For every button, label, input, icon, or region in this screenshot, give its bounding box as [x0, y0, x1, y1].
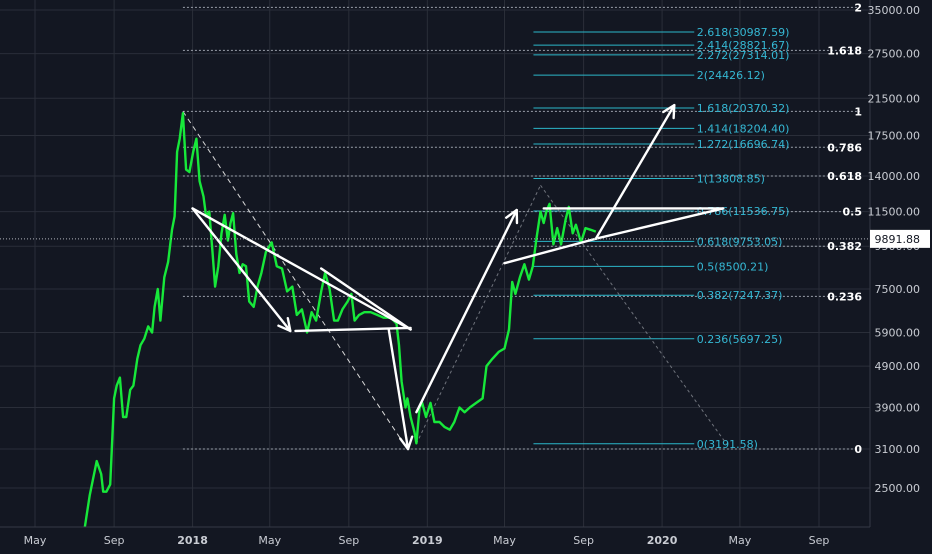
time-tick-label: Sep	[338, 534, 359, 547]
fib-extension-label: 1.272(16696.74)	[697, 138, 790, 151]
annotation-drawings	[191, 103, 725, 451]
price-series	[82, 111, 597, 538]
fib-extension-label: 0(3191.58)	[697, 438, 758, 451]
annotation-line	[503, 237, 598, 265]
fib-extension-label: 1.618(20370.32)	[697, 102, 790, 115]
fib-retracement-label: 0.382	[827, 240, 862, 253]
time-axis[interactable]: May Sep 2018 May Sep 2019 May Sep 2020 May Sep	[0, 526, 932, 550]
price-tick-label: 27500.00	[868, 48, 921, 61]
time-tick-label: May	[24, 534, 47, 547]
annotation-arrow-head	[662, 103, 676, 120]
fib-extension-label: 0.5(8500.21)	[697, 260, 769, 273]
time-tick-label: May	[493, 534, 516, 547]
time-tick-label: May	[258, 534, 281, 547]
annotation-arrow-head	[277, 316, 292, 333]
annotation-arrow-head	[399, 435, 414, 451]
fib-retracement-label: 0.5	[843, 206, 863, 219]
time-axis-background	[0, 527, 932, 550]
annotation-arrow-shaft	[594, 103, 676, 240]
price-line	[82, 111, 597, 538]
price-tick-label: 7500.00	[875, 283, 921, 296]
price-tick-label: 17500.00	[868, 130, 921, 143]
grid-layer	[0, 0, 870, 527]
price-tick-label: 3100.00	[875, 443, 921, 456]
current-price-label: 9891.88	[875, 233, 921, 246]
dashed-trendline	[540, 184, 727, 445]
price-tick-label: 11500.00	[868, 206, 921, 219]
annotation-line	[294, 326, 412, 333]
fib-extension-layer: 0(3191.58) 0.236(5697.25) 0.382(7247.37) 0.…	[533, 26, 789, 451]
fib-retracement-label: 2	[854, 1, 862, 14]
annotation-arrow-shaft	[415, 208, 518, 414]
fib-retracement-label: 0	[854, 443, 862, 456]
fib-retracement-label: 0.618	[827, 170, 862, 183]
fib-extension-label: 0.236(5697.25)	[697, 333, 783, 346]
fib-extension-label: 2(24426.12)	[697, 69, 765, 82]
annotation-line	[594, 207, 725, 240]
fib-extension-label: 2.414(28821.67)	[697, 39, 790, 52]
annotation-arrow-head	[505, 208, 519, 225]
dashed-trendline	[182, 111, 408, 450]
annotation-line	[320, 267, 412, 331]
fib-extension-label: 0.382(7247.37)	[697, 289, 783, 302]
fib-extension-label: 0.618(9753.05)	[697, 235, 783, 248]
fib-extension-label: 1(13808.85)	[697, 172, 765, 185]
fib-extension-label: 2.272(27314.01)	[697, 49, 790, 62]
time-tick-label: Sep	[573, 534, 594, 547]
price-tick-label: 21500.00	[868, 92, 921, 105]
price-tick-label: 5900.00	[875, 326, 921, 339]
price-axis-background	[870, 0, 932, 550]
price-tick-label: 35000.00	[868, 4, 921, 17]
annotation-line	[191, 207, 412, 331]
fib-retracement-label: 1.618	[827, 44, 862, 57]
fib-retracement-label: 1	[854, 105, 862, 118]
price-tick-label: 4900.00	[875, 360, 921, 373]
time-tick-label: Sep	[809, 534, 830, 547]
fib-retracement-layer: 0 0.236 0.382 0.5 0.618 0.786 1 1.618 2	[182, 1, 863, 456]
annotation-arrow-shaft	[387, 328, 410, 451]
time-tick-label: Sep	[104, 534, 125, 547]
fib-extension-label: 1.414(18204.40)	[697, 122, 790, 135]
fib-retracement-label: 0.236	[827, 290, 862, 303]
dashed-trendlines	[182, 111, 727, 450]
time-tick-label: 2018	[177, 534, 208, 547]
current-price-badge	[870, 229, 930, 248]
price-tick-label: 14000.00	[868, 170, 921, 183]
time-tick-label: May	[729, 534, 752, 547]
price-tick-label: 2500.00	[875, 482, 921, 495]
time-tick-label: 2019	[412, 534, 443, 547]
price-tick-label: 3900.00	[875, 401, 921, 414]
fib-extension-label: 2.618(30987.59)	[697, 26, 790, 39]
annotation-arrow-shaft	[191, 207, 292, 333]
fib-retracement-label: 0.786	[827, 141, 862, 154]
time-tick-label: 2020	[647, 534, 678, 547]
